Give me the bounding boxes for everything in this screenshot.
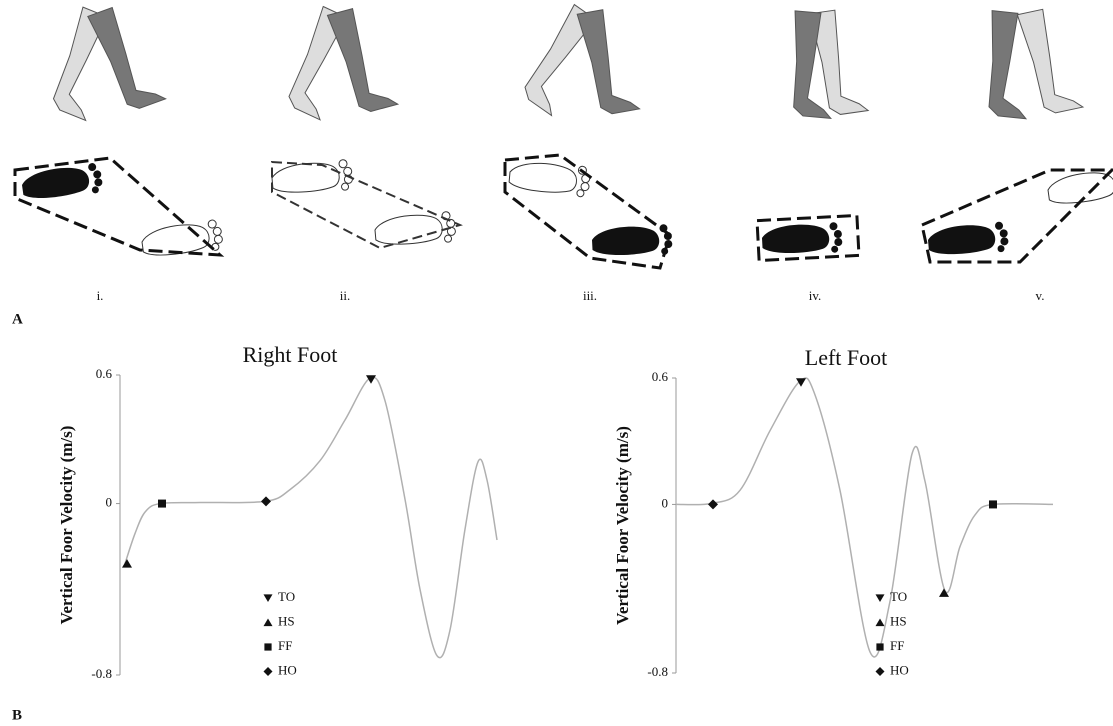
legend-symbol: [263, 594, 273, 603]
y-tick-label: 0: [662, 495, 669, 510]
y-tick-label: -0.8: [91, 666, 112, 681]
legend-label: HS: [890, 613, 907, 628]
stage-label: i.: [97, 288, 104, 303]
footprint-illustrations: [13, 153, 1113, 270]
leg-illustrations: [43, 0, 1084, 121]
velocity-line: [124, 376, 498, 659]
chart-title: Left Foot: [805, 345, 888, 370]
stage-label: iii.: [583, 288, 597, 303]
event-marker: [939, 588, 949, 597]
event-marker: [796, 378, 806, 387]
legend-symbol: [264, 643, 272, 651]
event-marker: [122, 559, 132, 568]
legend-symbol: [875, 618, 885, 627]
y-tick-label: 0.6: [96, 366, 113, 381]
stage-label: iv.: [809, 288, 822, 303]
event-marker: [366, 375, 376, 384]
y-axis-label: Vertical Foor Velocity (m/s): [57, 426, 76, 625]
event-marker: [708, 499, 718, 510]
y-tick-label: 0.6: [652, 369, 669, 384]
stage-label: v.: [1036, 288, 1045, 303]
y-tick-label: 0: [106, 495, 113, 510]
legend-label: FF: [278, 638, 292, 653]
chart-title: Right Foot: [243, 342, 338, 367]
legend-label: FF: [890, 638, 904, 653]
legend-label: TO: [278, 589, 295, 604]
legend-symbol: [263, 618, 273, 627]
legend-symbol: [875, 594, 885, 603]
velocity-line: [675, 377, 1054, 658]
event-marker: [261, 496, 271, 507]
event-marker: [989, 500, 997, 509]
legend-symbol: [263, 667, 273, 676]
legend-label: HO: [890, 662, 909, 677]
event-marker: [158, 499, 166, 508]
legend-label: TO: [890, 589, 907, 604]
y-tick-label: -0.8: [647, 664, 668, 679]
stage-label: ii.: [340, 288, 350, 303]
legend-symbol: [876, 643, 884, 651]
legend-label: HS: [278, 613, 295, 628]
panel-label: B: [12, 707, 22, 723]
legend-symbol: [875, 667, 885, 676]
legend-label: HO: [278, 662, 297, 677]
panel-label: A: [12, 311, 23, 327]
y-axis-label: Vertical Foor Velocity (m/s): [613, 426, 632, 625]
